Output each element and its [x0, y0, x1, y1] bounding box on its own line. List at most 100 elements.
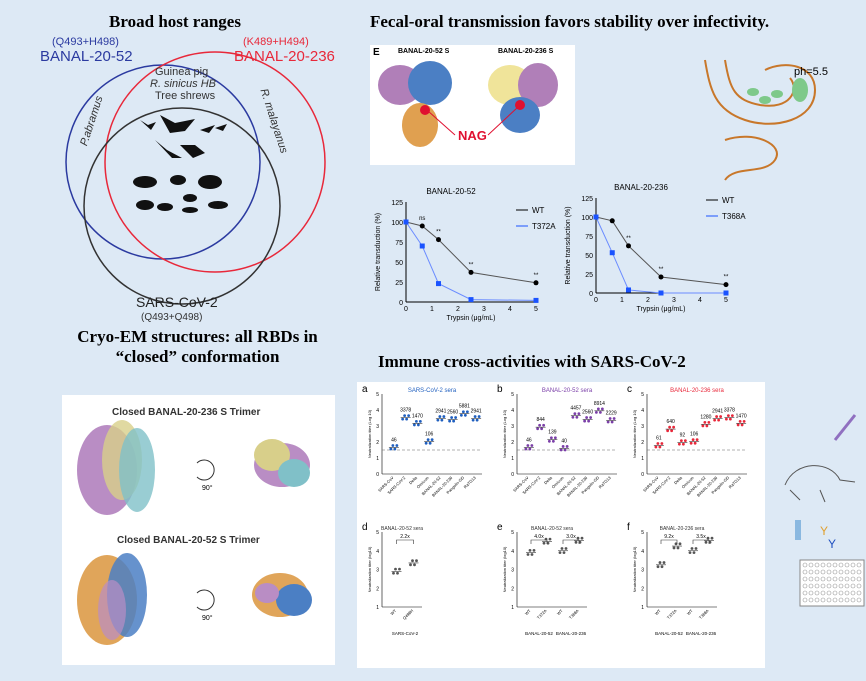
category-label: RaTG13 — [463, 475, 478, 490]
value-label: 640 — [666, 419, 675, 425]
data-point — [719, 415, 723, 418]
data-point — [596, 407, 600, 411]
y-tick-label: 125 — [391, 200, 403, 207]
value-label: 106 — [425, 432, 434, 438]
y-tick-label: 2 — [511, 586, 514, 592]
data-point — [396, 571, 399, 575]
data-point — [738, 420, 742, 423]
transduction-chart-banal236: BANAL-20-236 0 25 50 75 100 125 0 1 2 3 4 5 Trypsin (… — [565, 183, 746, 313]
data-point — [717, 418, 721, 422]
y-tick-label: 3 — [376, 568, 379, 574]
data-point — [533, 297, 539, 303]
y-tick-label: 2 — [376, 440, 379, 446]
data-point — [426, 438, 430, 442]
plate-well — [838, 597, 844, 603]
rotation-label-1: 90° — [202, 485, 213, 492]
data-point — [726, 414, 730, 418]
plate-well — [844, 590, 850, 596]
rotation-label-2: 90° — [202, 615, 213, 622]
plate-well — [814, 569, 820, 575]
data-point — [723, 282, 729, 288]
data-point — [678, 542, 682, 546]
data-point — [471, 418, 475, 422]
plate-well — [826, 597, 832, 603]
y-tick-label: 2 — [641, 586, 644, 592]
significance-label: ** — [436, 230, 441, 236]
value-label: 4457 — [570, 406, 581, 412]
plate-well — [856, 569, 862, 575]
data-point — [389, 447, 393, 451]
significance-label: ** — [534, 273, 539, 279]
sars2-residues: (Q493+Q498) — [141, 312, 203, 323]
data-point — [560, 547, 564, 550]
y-tick-label: 2 — [376, 586, 379, 592]
chart-title: BANAL-20-52 sera — [542, 388, 593, 394]
significance-label: ** — [626, 236, 631, 242]
legend-label: WT — [722, 196, 735, 205]
svg-text:Y: Y — [828, 537, 836, 551]
plate-well — [802, 562, 808, 568]
data-point — [583, 419, 587, 423]
plate-well — [844, 597, 850, 603]
data-point — [463, 413, 467, 417]
plate-well — [802, 597, 808, 603]
fold-change-label: 9.2x — [664, 534, 674, 540]
data-point — [413, 563, 416, 567]
data-point — [612, 417, 616, 420]
x-tick-label: 3 — [672, 297, 676, 304]
plate-well — [850, 562, 856, 568]
neutralization-chart-c: c BANAL-20-236 sera 0 1 2 3 4 5 Neutralization t… — [627, 384, 747, 498]
data-point — [658, 445, 662, 449]
significance-label: ns — [419, 216, 425, 222]
y-tick-label: 125 — [581, 196, 593, 203]
data-point — [559, 448, 563, 452]
data-point — [606, 420, 610, 424]
plate-well — [832, 583, 838, 589]
plate-well — [814, 583, 820, 589]
y-tick-label: 0 — [641, 472, 644, 478]
significance-label: ** — [659, 267, 664, 273]
y-tick-label: 75 — [585, 234, 593, 241]
category-label: T368A — [568, 608, 580, 620]
y-tick-label: 4 — [511, 549, 514, 555]
data-point — [530, 553, 534, 556]
value-label: 46 — [526, 437, 532, 443]
plate-well — [814, 590, 820, 596]
chart-title: BANAL-20-236 sera — [660, 526, 705, 532]
fold-change-label: 3.5x — [696, 534, 706, 540]
x-tick-label: 4 — [508, 306, 512, 313]
data-point — [564, 547, 568, 550]
significance-label: ** — [724, 275, 729, 281]
significance-label: ** — [469, 262, 474, 268]
plate-well — [838, 583, 844, 589]
y-tick-label: 4 — [641, 408, 644, 414]
fecal-title: Fecal-oral transmission favors stability… — [370, 12, 770, 31]
shared-host-3: Tree shrews — [155, 90, 216, 102]
plate-well — [826, 590, 832, 596]
y-tick-label: 1 — [641, 456, 644, 462]
value-label: 3378 — [400, 408, 411, 414]
y-tick-label: 1 — [511, 605, 514, 611]
plate-well — [808, 590, 814, 596]
value-label: 61 — [656, 435, 662, 441]
chart-title: BANAL-20-52 sera — [531, 526, 573, 532]
x-tick-label: 0 — [404, 306, 408, 313]
structure-label-236: BANAL-20-236 S — [498, 48, 554, 55]
plate-well — [808, 597, 814, 603]
series-line — [595, 216, 726, 294]
y-axis-label: Neutralization titer (Log 10) — [632, 409, 637, 458]
neutralization-chart-e: e BANAL-20-52 sera 1 2 3 4 5 Neutralization tit… — [497, 522, 587, 636]
y-tick-label: 50 — [395, 260, 403, 267]
data-point — [547, 439, 551, 443]
plate-well — [844, 569, 850, 575]
group-label: SARS-CoV-2 — [392, 631, 419, 636]
data-point — [468, 297, 474, 303]
y-tick-label: 5 — [376, 530, 379, 536]
data-point — [405, 417, 409, 421]
plate-well — [814, 562, 820, 568]
x-axis-label: Trypsin (μg/mL) — [447, 315, 496, 322]
y-tick-label: 75 — [395, 240, 403, 247]
group-label: BANAL-20-236 — [686, 631, 717, 636]
data-point — [454, 416, 458, 419]
x-tick-label: 0 — [594, 297, 598, 304]
